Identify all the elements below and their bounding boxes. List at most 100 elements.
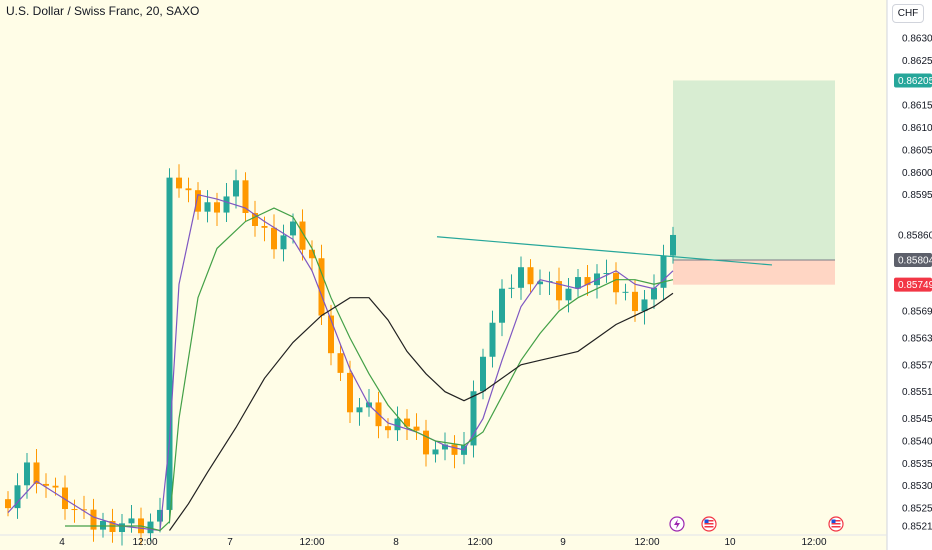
current-price-badge: 0.85804 [898, 256, 932, 267]
candle-body [14, 485, 21, 509]
candle-body [603, 273, 610, 275]
candle-body [660, 255, 667, 288]
us-flag-icon [828, 516, 844, 532]
us-flag-icon-stripe [831, 526, 841, 528]
x-tick-label: 12:00 [132, 537, 157, 548]
target-zone [673, 80, 835, 261]
candle-body [71, 509, 78, 511]
chart-title: U.S. Dollar / Swiss Franc, 20, SAXO [6, 4, 200, 18]
stop-price-badge: 0.85749 [898, 280, 932, 291]
candle-body [128, 518, 135, 524]
candle-body [413, 426, 420, 431]
candle-body [90, 509, 97, 530]
candle-body [299, 221, 306, 250]
candle-body [651, 287, 657, 300]
price-axis-panel [887, 0, 932, 550]
candle-body [195, 190, 201, 212]
us-flag-icon-stripe [831, 520, 841, 522]
stop-zone [673, 260, 835, 285]
us-flag-icon-stripe [831, 523, 841, 525]
candle-body [147, 521, 154, 534]
candle-body [489, 322, 496, 357]
us-flag-icon-stripe [704, 526, 714, 528]
trendline [436, 236, 773, 266]
candles-group [5, 164, 676, 546]
ma-black-line [169, 292, 674, 531]
candle-body [185, 188, 192, 191]
us-flag-icon-stripe [704, 520, 714, 522]
candle-body [432, 449, 439, 455]
candle-body [508, 287, 515, 289]
x-tick-label: 8 [393, 537, 399, 548]
candle-body [622, 291, 629, 293]
entry-price-badge: 0.85860 [898, 230, 932, 241]
us-flag-icon-canton [704, 519, 709, 523]
candle-body [337, 353, 344, 373]
candle-body [499, 288, 505, 323]
candle-body [242, 180, 249, 214]
candle-body [518, 267, 524, 288]
currency-button[interactable]: CHF [892, 4, 924, 23]
x-tick-label: 10 [724, 537, 736, 548]
target-price-badge: 0.86205 [898, 76, 932, 87]
candle-body [261, 226, 268, 228]
candle-body [166, 177, 173, 510]
candle-body [385, 426, 391, 431]
candle-body [223, 196, 230, 213]
x-tick-label: 12:00 [801, 537, 826, 548]
candle-body [575, 277, 581, 289]
candle-body [404, 418, 410, 427]
candle-body [81, 509, 87, 511]
entry-price-badge-bg [894, 227, 932, 242]
candle-body [480, 356, 486, 392]
candle-body [670, 234, 676, 256]
stop-price-badge-bg [894, 277, 932, 292]
candle-body [470, 391, 477, 446]
candle-body [214, 202, 220, 213]
flash-icon [669, 516, 685, 532]
candle-body [394, 418, 401, 431]
x-tick-label: 12:00 [299, 537, 324, 548]
candle-body [451, 444, 458, 455]
candle-body [632, 291, 638, 312]
candle-body [176, 177, 182, 189]
candle-body [423, 430, 429, 455]
candle-body [328, 315, 334, 354]
candle-body [157, 509, 163, 522]
candle-body [347, 372, 353, 413]
target-price-badge-bg [894, 73, 932, 88]
flash-icon-bolt [674, 519, 680, 529]
ma-green-line [65, 207, 674, 532]
candle-body [271, 227, 277, 250]
candle-body [43, 483, 49, 486]
candle-body [584, 277, 591, 286]
candle-body [252, 213, 258, 226]
candle-body [119, 523, 125, 533]
candle-body [565, 288, 572, 301]
us-flag-icon-canton [831, 519, 836, 523]
candle-body [24, 462, 30, 486]
candle-body [233, 180, 239, 197]
candle-body [556, 281, 562, 301]
candle-body [62, 487, 68, 510]
candle-body [318, 258, 325, 316]
candle-body [537, 281, 543, 285]
x-tick-label: 12:00 [634, 537, 659, 548]
